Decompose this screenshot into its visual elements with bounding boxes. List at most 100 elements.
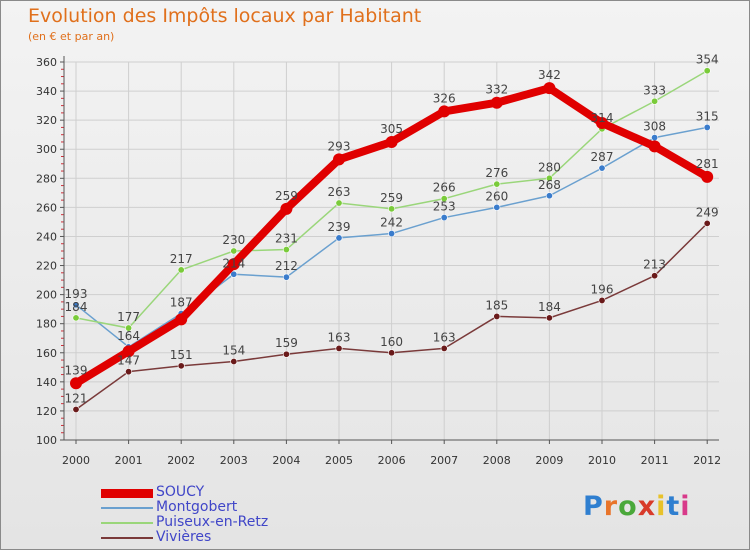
data-point <box>335 234 343 242</box>
data-label: 263 <box>328 185 351 199</box>
data-label: 177 <box>117 310 140 324</box>
data-point <box>282 273 290 281</box>
data-point <box>72 314 80 322</box>
y-tick-label: 100 <box>36 434 57 447</box>
data-label: 230 <box>222 233 245 247</box>
data-point <box>440 214 448 222</box>
data-label: 280 <box>538 160 561 174</box>
x-tick-label: 2001 <box>115 454 143 467</box>
data-label: 213 <box>643 258 666 272</box>
x-tick-label: 2000 <box>62 454 90 467</box>
data-point <box>335 199 343 207</box>
data-point <box>230 270 238 278</box>
y-tick-label: 320 <box>36 114 57 127</box>
x-tick-label: 2010 <box>588 454 616 467</box>
chart-title: Evolution des Impôts locaux par Habitant <box>28 5 422 27</box>
data-label: 160 <box>380 335 403 349</box>
data-point <box>598 296 606 304</box>
data-label: 342 <box>538 68 561 82</box>
data-label: 260 <box>485 189 508 203</box>
data-label: 139 <box>65 363 88 377</box>
data-point <box>125 368 133 376</box>
legend-label: SOUCY <box>156 484 205 500</box>
data-point <box>440 344 448 352</box>
data-label: 287 <box>591 150 614 164</box>
data-label: 184 <box>538 300 561 314</box>
data-point <box>440 195 448 203</box>
data-label: 332 <box>485 83 508 97</box>
data-point <box>282 350 290 358</box>
data-point <box>545 174 553 182</box>
data-label: 326 <box>433 91 456 105</box>
data-label: 293 <box>328 139 351 153</box>
data-label: 239 <box>328 220 351 234</box>
chart-subtitle: (en € et par an) <box>28 30 115 43</box>
y-tick-label: 340 <box>36 85 57 98</box>
data-label: 187 <box>170 296 193 310</box>
data-label: 268 <box>538 178 561 192</box>
x-tick-label: 2008 <box>483 454 511 467</box>
data-point <box>230 247 238 255</box>
data-point <box>703 219 711 227</box>
data-point <box>651 134 659 142</box>
data-label: 121 <box>65 391 88 405</box>
y-tick-label: 360 <box>36 56 57 69</box>
data-label: 308 <box>643 120 666 134</box>
data-point <box>72 301 80 309</box>
y-tick-label: 200 <box>36 289 57 302</box>
legend-swatch <box>101 488 153 498</box>
data-point <box>543 82 556 95</box>
data-point <box>177 266 185 274</box>
data-label: 151 <box>170 348 193 362</box>
data-point <box>388 230 396 238</box>
data-label: 231 <box>275 232 298 246</box>
y-tick-label: 280 <box>36 172 57 185</box>
y-tick-label: 140 <box>36 376 57 389</box>
data-point <box>227 258 240 271</box>
data-point <box>493 312 501 320</box>
logo-letter: o <box>618 491 638 522</box>
y-tick-label: 120 <box>36 405 57 418</box>
y-tick-label: 300 <box>36 143 57 156</box>
data-label: 196 <box>591 282 614 296</box>
data-label: 159 <box>275 336 298 350</box>
data-point <box>388 205 396 213</box>
data-label: 314 <box>591 111 614 125</box>
data-point <box>230 357 238 365</box>
data-point <box>438 105 451 118</box>
x-tick-label: 2002 <box>167 454 195 467</box>
data-label: 253 <box>433 200 456 214</box>
proxiti-logo: Proxiti <box>583 491 691 522</box>
data-point <box>493 180 501 188</box>
y-tick-label: 260 <box>36 201 57 214</box>
x-tick-label: 2005 <box>325 454 353 467</box>
data-label: 276 <box>485 166 508 180</box>
data-point <box>703 67 711 75</box>
x-tick-label: 2011 <box>641 454 669 467</box>
data-point <box>335 344 343 352</box>
data-point <box>598 164 606 172</box>
data-label: 259 <box>380 191 403 205</box>
data-point <box>122 345 135 358</box>
data-point <box>651 97 659 105</box>
x-tick-label: 2006 <box>378 454 406 467</box>
data-label: 242 <box>380 216 403 230</box>
data-point <box>385 135 398 148</box>
data-label: 212 <box>275 259 298 273</box>
y-tick-label: 220 <box>36 260 57 273</box>
data-label: 163 <box>328 330 351 344</box>
x-tick-label: 2003 <box>220 454 248 467</box>
data-point <box>333 153 345 166</box>
data-label: 281 <box>696 157 719 171</box>
data-label: 217 <box>170 252 193 266</box>
logo-letter: r <box>603 491 619 522</box>
y-tick-label: 180 <box>36 318 57 331</box>
legend-label: Montgobert <box>156 499 238 515</box>
x-tick-label: 2009 <box>535 454 563 467</box>
data-point <box>388 349 396 357</box>
legend-swatch <box>101 522 153 524</box>
data-label: 315 <box>696 109 719 123</box>
x-tick-label: 2007 <box>430 454 458 467</box>
x-tick-label: 2004 <box>272 454 300 467</box>
